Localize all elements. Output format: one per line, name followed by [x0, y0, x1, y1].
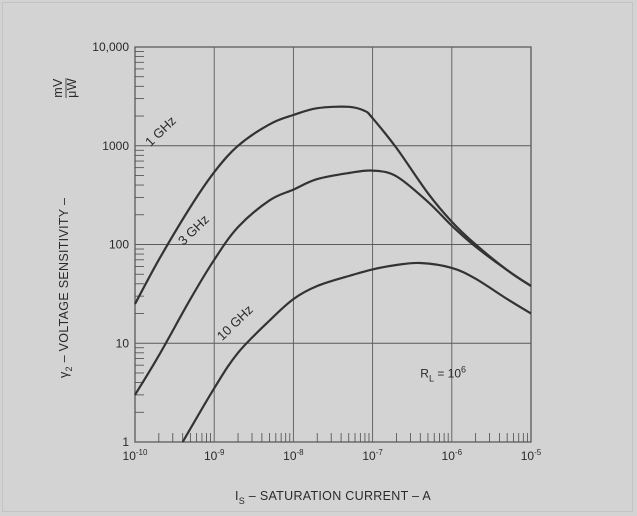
annotation-sub: L: [429, 374, 434, 384]
annotation-sup: 6: [461, 365, 466, 375]
y-tick-label: 1: [122, 435, 129, 449]
curve-label: 10 GHz: [214, 302, 256, 343]
svg-text:γ2 – VOLTAGE SENSITIVITY –: γ2 – VOLTAGE SENSITIVITY –: [57, 198, 74, 378]
annotation-eq: = 10: [434, 367, 461, 381]
annotation-main: R: [420, 367, 429, 381]
load-resistance-annotation: RL = 106: [420, 365, 466, 384]
y-axis-title-rest: – VOLTAGE SENSITIVITY –: [57, 198, 71, 366]
curve-1-ghz: [134, 105, 532, 305]
y-tick-label: 10: [116, 336, 130, 350]
curves: [134, 105, 532, 443]
curve-labels: 1 GHz 3 GHz 10 GHz: [142, 113, 256, 343]
minor-ticks: [135, 51, 528, 442]
y-tick-label: 10,000: [92, 40, 129, 54]
curve-label: 1 GHz: [142, 113, 179, 149]
x-tick-label: 10-7: [362, 448, 383, 463]
x-axis-title-rest: – SATURATION CURRENT – A: [245, 489, 431, 503]
x-axis-title-sub: S: [239, 496, 245, 506]
y-axis-title-pre: γ: [57, 371, 71, 378]
y-axis-unit-denominator: μW: [65, 78, 79, 98]
grid: [134, 46, 532, 443]
x-axis-title: IS – SATURATION CURRENT – A: [235, 489, 431, 506]
curve-label: 3 GHz: [175, 212, 212, 248]
x-tick-label: 10-8: [283, 448, 304, 463]
x-tick-label: 10-9: [204, 448, 225, 463]
curve-10-ghz: [181, 261, 532, 443]
x-axis-title-main: I: [235, 489, 239, 503]
y-axis-title-sub: 2: [64, 366, 74, 371]
curve-3-ghz: [134, 169, 532, 396]
x-tick-label: 10-10: [123, 448, 148, 463]
x-tick-labels: 10-10 10-9 10-8 10-7 10-6 10-5: [123, 448, 542, 463]
x-tick-label: 10-5: [521, 448, 542, 463]
y-tick-label: 100: [109, 238, 129, 252]
y-tick-labels: 1 10 100 1000 10,000: [92, 40, 129, 449]
y-tick-label: 1000: [102, 139, 129, 153]
y-axis-unit-numerator: mV: [51, 78, 65, 98]
x-tick-label: 10-6: [442, 448, 463, 463]
y-axis-title: γ2 – VOLTAGE SENSITIVITY – mV μW: [51, 78, 79, 378]
